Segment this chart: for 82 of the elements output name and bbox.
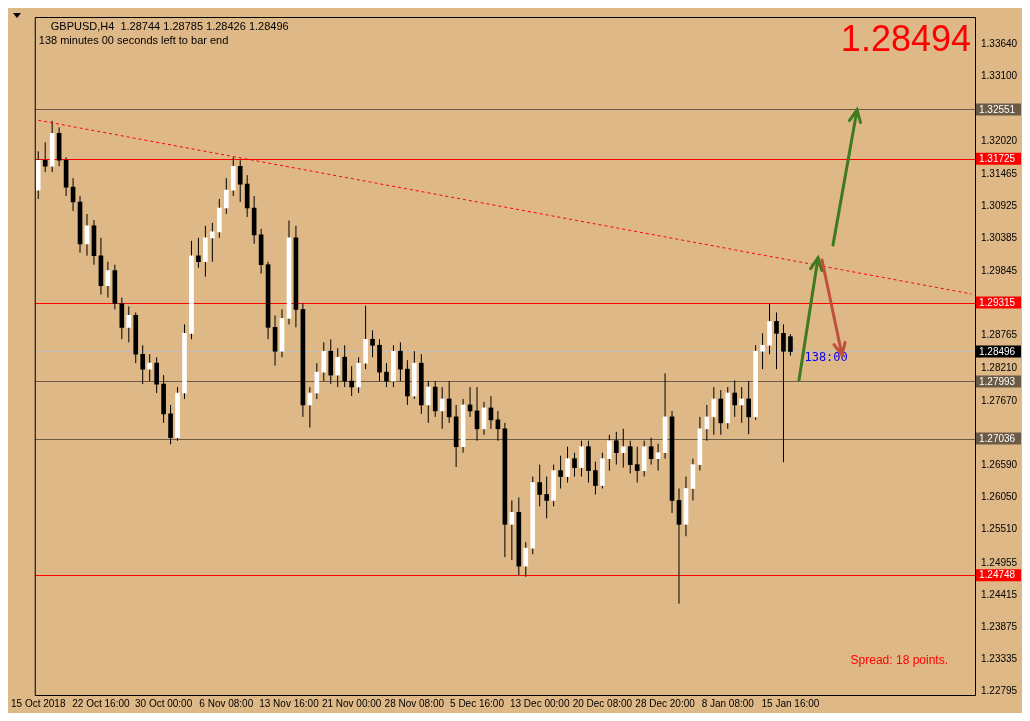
y-tick-label: 1.33640 [981, 38, 1018, 50]
candlestick [739, 386, 745, 424]
candlestick [788, 333, 793, 357]
x-tick-label: 13 Dec 00:00 [509, 697, 570, 709]
x-tick-label: 28 Dec 20:00 [635, 697, 696, 709]
annotation: Spread: 18 points. [850, 653, 948, 668]
candlestick [537, 464, 543, 507]
y-tick-label: 1.22795 [981, 685, 1018, 697]
candlestick [732, 379, 738, 418]
candlestick [154, 356, 159, 394]
candlestick [398, 341, 403, 382]
y-tick-label: 1.28765 [981, 329, 1018, 341]
chart-title: GBPUSD,H4 1.28744 1.28785 1.28426 1.28496 [50, 20, 289, 32]
annotation: 138:00 [804, 349, 848, 364]
candlestick [593, 461, 598, 495]
candlestick [634, 446, 640, 484]
candlestick [210, 222, 215, 263]
candlestick [558, 455, 563, 489]
candlestick [126, 305, 132, 343]
ref-line-label: 1.24748 [979, 569, 1016, 581]
x-tick-label: 22 Oct 16:00 [72, 697, 130, 709]
y-tick-label: 1.31465 [981, 168, 1018, 180]
annotation: 1.28494 [840, 17, 971, 59]
candlestick [781, 323, 786, 463]
candlestick [439, 386, 445, 430]
y-tick-label: 1.28210 [981, 362, 1018, 374]
candlestick [523, 541, 529, 578]
candlestick [370, 329, 375, 358]
x-tick-label: 13 Nov 16:00 [259, 697, 320, 709]
y-tick-label: 1.23875 [981, 621, 1018, 633]
candlestick [384, 362, 389, 388]
y-tick-label: 1.29845 [981, 264, 1018, 276]
ref-line-label: 1.27993 [979, 375, 1016, 387]
y-tick-label: 1.23335 [981, 653, 1018, 665]
candlestick [196, 237, 201, 269]
x-tick-label: 28 Nov 08:00 [384, 697, 445, 709]
candlestick [572, 452, 577, 478]
candlestick [223, 177, 229, 215]
y-tick-label: 1.30385 [981, 232, 1018, 244]
x-tick-label: 21 Nov 00:00 [321, 697, 382, 709]
x-tick-label: 15 Jan 16:00 [761, 697, 820, 709]
candlestick [42, 141, 48, 173]
x-tick-label: 15 Oct 2018 [11, 697, 66, 709]
candlestick [140, 344, 146, 385]
candlestick [335, 347, 341, 388]
candlestick [711, 386, 717, 436]
y-tick-label: 1.32020 [981, 134, 1018, 146]
x-tick-label: 8 Jan 08:00 [701, 697, 755, 709]
x-tick-label: 20 Dec 08:00 [572, 697, 633, 709]
y-tick-label: 1.27670 [981, 394, 1018, 406]
ref-line-label: 1.32551 [979, 103, 1016, 115]
candlestick [627, 440, 633, 475]
y-tick-label: 1.33100 [981, 70, 1018, 82]
ref-line-label: 1.28496 [979, 345, 1016, 357]
candlestick [147, 353, 153, 382]
candlestick [607, 434, 612, 472]
candlestick [349, 365, 354, 397]
y-tick-label: 1.30925 [981, 200, 1018, 212]
x-tick-label: 5 Dec 16:00 [450, 697, 505, 709]
text: 138 minutes 00 seconds left to bar end [38, 34, 229, 46]
candlestick [620, 428, 626, 469]
candlestick [425, 380, 431, 424]
y-tick-label: 1.24415 [981, 588, 1018, 600]
candlestick [613, 431, 619, 466]
ref-line-label: 1.29315 [979, 296, 1016, 308]
y-tick-label: 1.26590 [981, 458, 1018, 470]
candlestick [774, 311, 779, 370]
ref-line-label: 1.31725 [979, 153, 1016, 164]
candlestick [746, 380, 751, 435]
ref-line-label: 1.27036 [979, 432, 1016, 444]
candlestick [655, 443, 661, 472]
candlestick [544, 476, 549, 519]
y-tick-label: 1.25510 [981, 523, 1018, 535]
x-tick-label: 30 Oct 00:00 [134, 697, 193, 709]
candlestick [565, 446, 570, 484]
candlestick [321, 341, 327, 382]
candlestick [237, 159, 243, 203]
x-tick-label: 6 Nov 08:00 [199, 697, 254, 709]
y-tick-label: 1.24955 [981, 556, 1018, 568]
candlestick [760, 332, 765, 370]
candlestick [579, 440, 584, 478]
y-tick-label: 1.26050 [981, 491, 1018, 503]
